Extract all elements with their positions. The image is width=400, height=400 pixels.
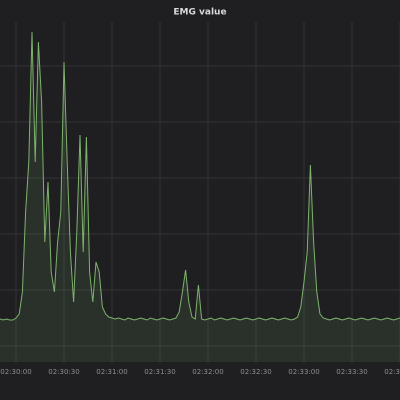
x-tick-label: 02:31:30 (144, 368, 175, 376)
x-tick-label: 02:34:00 (384, 368, 400, 376)
area-fill (0, 32, 400, 362)
chart-title: EMG value (173, 8, 226, 18)
x-tick-label: 02:32:30 (240, 368, 271, 376)
x-tick-label: 02:30:00 (0, 368, 31, 376)
x-tick-label: 02:32:00 (192, 368, 223, 376)
line (0, 31, 400, 321)
x-tick-label: 02:33:00 (288, 368, 319, 376)
x-tick-label: 02:33:30 (336, 368, 367, 376)
x-tick-label: 02:30:30 (48, 368, 79, 376)
x-tick-label: 02:31:00 (96, 368, 127, 376)
